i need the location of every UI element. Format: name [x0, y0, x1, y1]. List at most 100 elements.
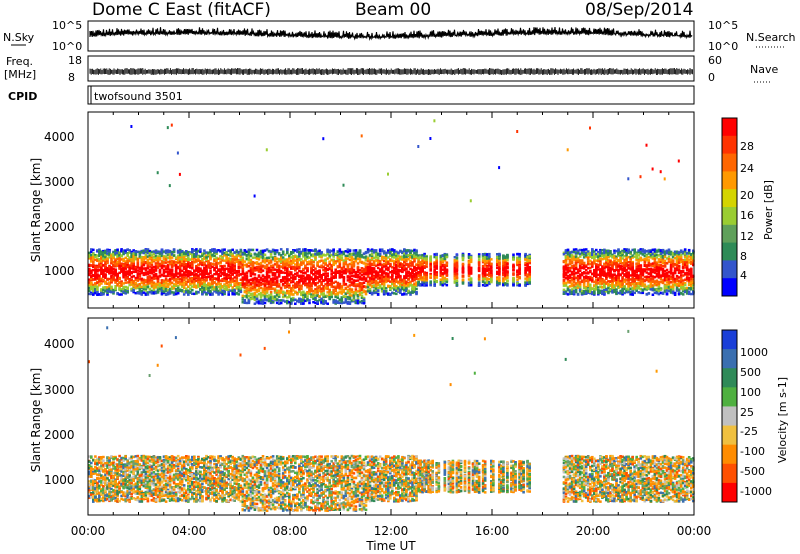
heatmap-cell: [193, 254, 196, 257]
heatmap-cell: [132, 275, 135, 278]
heatmap-cell: [209, 270, 212, 273]
heatmap-cell: [243, 290, 247, 294]
heatmap-cell: [281, 266, 285, 270]
heatmap-cell: [201, 293, 204, 296]
freq-frame: [87, 55, 695, 82]
heatmap-cell: [112, 264, 115, 267]
heatmap-cell: [273, 291, 277, 294]
heatmap-cell: [140, 258, 144, 261]
heatmap-cell: [189, 266, 192, 269]
heatmap-cell: [94, 255, 97, 259]
heatmap-cell: [195, 260, 198, 263]
heatmap-cell: [261, 252, 265, 255]
heatmap-cell: [185, 263, 188, 266]
heatmap-cell: [156, 286, 160, 290]
heatmap-cell: [168, 250, 172, 253]
heatmap-cell: [118, 281, 121, 285]
heatmap-cell: [249, 254, 253, 258]
heatmap-cell: [166, 251, 170, 254]
heatmap-cell: [235, 255, 239, 259]
heatmap-cell: [128, 259, 131, 262]
heatmap-cell: [182, 256, 186, 259]
heatmap-cell: [132, 257, 135, 261]
heatmap-cell: [415, 292, 418, 296]
heatmap-cell: [88, 253, 91, 256]
heatmap-cell: [116, 292, 119, 296]
heatmap-cell: [100, 277, 103, 281]
heatmap-cell: [174, 278, 178, 281]
heatmap-cell: [132, 270, 135, 274]
heatmap-cell: [102, 257, 105, 260]
heatmap-cell: [215, 291, 218, 294]
freq-panel: Freq. [MHz] 18 8 60 0 Nave: [4, 54, 778, 84]
heatmap-cell: [122, 282, 125, 285]
heatmap-cell: [269, 278, 273, 281]
heatmap-cell: [257, 300, 261, 304]
heatmap-cell: [225, 256, 228, 260]
heatmap-cell: [263, 282, 267, 285]
heatmap-cell: [281, 293, 285, 296]
heatmap-cell: [229, 275, 232, 279]
heatmap-cell: [160, 279, 164, 282]
heatmap-cell: [227, 269, 230, 273]
heatmap-cell: [124, 264, 127, 267]
heatmap-cell: [269, 270, 273, 274]
heatmap-cell: [136, 250, 140, 254]
heatmap-cell: [279, 299, 283, 302]
heatmap-cell: [197, 255, 200, 258]
heatmap-cell: [288, 290, 291, 293]
heatmap-cell: [243, 301, 247, 304]
heatmap-cell: [298, 269, 301, 273]
heatmap-cell: [144, 287, 148, 290]
heatmap-cell: [187, 272, 190, 275]
heatmap-cell: [130, 288, 133, 291]
heatmap-cell: [187, 256, 190, 260]
heatmap-cell: [195, 290, 198, 294]
heatmap-cell: [314, 258, 317, 261]
heatmap-cell: [187, 280, 190, 283]
heatmap-cell: [286, 299, 289, 303]
heatmap-cell: [261, 249, 265, 253]
heatmap-cell: [178, 262, 182, 265]
heatmap-cell: [94, 272, 97, 275]
heatmap-cell: [108, 265, 111, 269]
heatmap-cell: [257, 274, 261, 277]
heatmap-cell: [253, 288, 257, 291]
heatmap-cell: [128, 280, 131, 283]
heatmap-cell: [292, 251, 295, 254]
heatmap-cell: [253, 276, 257, 280]
heatmap-cell: [233, 271, 236, 274]
heatmap-cell: [243, 295, 247, 298]
heatmap-cell: [263, 257, 267, 260]
heatmap-cell: [164, 277, 168, 281]
heatmap-cell: [235, 291, 239, 295]
heatmap-cell: [132, 280, 135, 283]
heatmap-cell: [259, 278, 263, 281]
heatmap-cell: [275, 298, 279, 301]
nsearch-label: N.Search: [746, 31, 796, 44]
heatmap-cell: [164, 282, 168, 285]
heatmap-cell: [118, 261, 121, 264]
heatmap-cell: [180, 264, 184, 267]
heatmap-cell: [122, 257, 125, 261]
heatmap-cell: [164, 285, 168, 288]
heatmap-cell: [241, 276, 245, 279]
heatmap-cell: [261, 291, 265, 294]
heatmap-cell: [172, 283, 176, 286]
heatmap-cell: [239, 278, 243, 281]
heatmap-cell: [340, 285, 344, 289]
heatmap-cell: [162, 271, 166, 275]
heatmap-cell: [152, 288, 156, 291]
heatmap-cell: [118, 284, 121, 288]
heatmap-cell: [279, 270, 283, 274]
heatmap-cell: [391, 273, 394, 277]
heatmap-cell: [162, 264, 166, 268]
heatmap-cell: [217, 257, 220, 260]
heatmap-cell: [185, 258, 188, 261]
heatmap-cell: [150, 282, 154, 286]
heatmap-cell: [90, 253, 93, 257]
heatmap-cell: [108, 250, 111, 253]
heatmap-cell: [259, 267, 263, 271]
heatmap-cell: [286, 301, 289, 305]
heatmap-cell: [195, 274, 198, 277]
